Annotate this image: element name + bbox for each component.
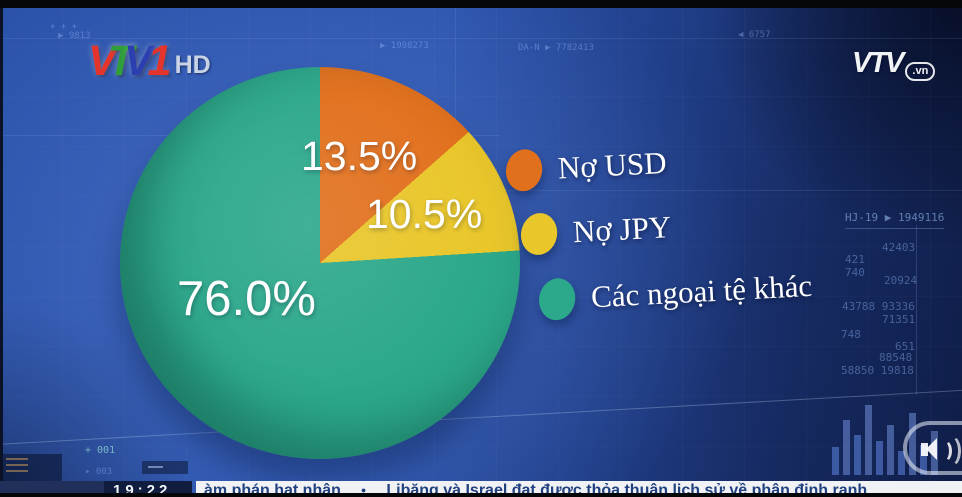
background-line bbox=[0, 38, 962, 39]
sound-wave-icon bbox=[940, 435, 961, 467]
background-decor-text: 20924 bbox=[884, 274, 918, 287]
volume-icon[interactable] bbox=[903, 421, 962, 475]
legend-label: Nợ JPY bbox=[572, 209, 673, 250]
background-decor-text: 58850 19818 bbox=[841, 364, 914, 377]
background-decor-text: ▸ 003 bbox=[85, 467, 113, 477]
legend-marker-icon bbox=[502, 146, 546, 195]
vtv-vn-watermark: VTV .vn bbox=[852, 47, 936, 81]
pie-highlight bbox=[120, 67, 520, 459]
background-decor-text: 88548 bbox=[879, 351, 913, 364]
legend-label: Nợ USD bbox=[557, 144, 668, 186]
background-decor-text: ▶ 1998273 bbox=[380, 41, 429, 51]
background-decor-text: 651 bbox=[895, 340, 915, 353]
watermark-vn-pill: .vn bbox=[905, 62, 936, 81]
pie-chart bbox=[120, 67, 520, 459]
logo-hd-badge: HD bbox=[174, 51, 211, 79]
background-decor-text: 748 bbox=[841, 328, 861, 341]
background-decor-text: ▶ 9813 bbox=[58, 31, 91, 41]
speaker-body bbox=[921, 443, 928, 456]
background-line bbox=[916, 225, 917, 395]
background-decor-text: DA-N ▶ 7782413 bbox=[518, 43, 594, 53]
legend-item-usd: Nợ USD bbox=[502, 142, 668, 195]
letterbox-top bbox=[0, 0, 962, 8]
background-decor-text: + 001 bbox=[85, 445, 116, 456]
background-panel bbox=[0, 454, 62, 481]
background-panel bbox=[142, 461, 188, 474]
logo-letter: V bbox=[88, 37, 117, 85]
background-line bbox=[460, 190, 962, 191]
legend-label: Các ngoại tệ khác bbox=[590, 267, 813, 315]
logo-letter: T bbox=[107, 37, 134, 85]
background-decor-text: 71351 bbox=[882, 313, 916, 326]
logo-letter: 1 bbox=[147, 37, 172, 85]
letterbox-bottom bbox=[0, 493, 962, 497]
pie-slice-label-jpy: 10.5% bbox=[366, 191, 483, 237]
background-decor-text: HJ-19 ▶ 1949116 bbox=[845, 211, 945, 229]
frame-edge-left bbox=[0, 0, 3, 497]
background-decor-text: 42403 bbox=[882, 241, 916, 254]
pie-slice-label-usd: 13.5% bbox=[301, 133, 418, 179]
logo-letter: V bbox=[123, 37, 153, 85]
background-decor-text: + + + bbox=[50, 22, 78, 32]
pie-slice-label-other: 76.0% bbox=[177, 272, 316, 326]
background-decor-text: ◀ 6757 bbox=[738, 30, 771, 40]
vtv1-hd-logo: VTV1 HD bbox=[88, 40, 211, 83]
speaker-cone bbox=[926, 438, 937, 460]
background-decor-text: 43788 93336 bbox=[842, 300, 915, 313]
legend-item-jpy: Nợ JPY bbox=[517, 206, 673, 259]
background-line bbox=[455, 8, 456, 188]
background-decor-text: 421 740 bbox=[845, 253, 865, 279]
legend-marker-icon bbox=[517, 209, 561, 259]
legend-marker-icon bbox=[535, 275, 579, 324]
ticker-separator-icon: ● bbox=[360, 485, 367, 495]
watermark-brand: VTV bbox=[852, 47, 904, 79]
